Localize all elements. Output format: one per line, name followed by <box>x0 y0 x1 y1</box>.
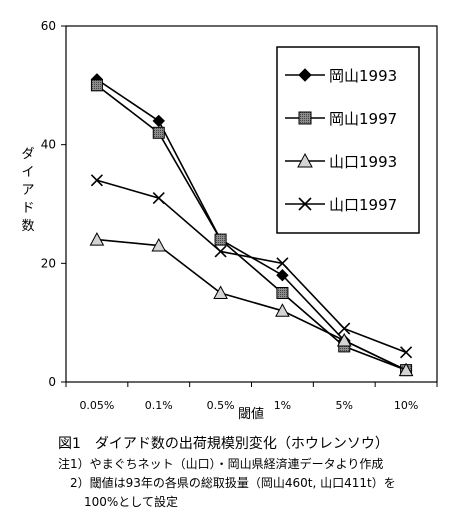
caption-note-3: 100%として設定 <box>84 495 178 509</box>
x-tick-label: 0.5% <box>207 399 235 412</box>
point-marker <box>276 268 289 282</box>
series-line <box>96 238 407 371</box>
series-4 <box>90 174 413 359</box>
point-marker <box>90 174 103 187</box>
point-marker <box>152 126 165 139</box>
point-marker <box>214 233 227 246</box>
point-marker <box>214 245 227 258</box>
x-tick-label: 0.05% <box>79 399 114 412</box>
x-tick-label: 0.1% <box>145 399 173 412</box>
figure-caption: 図1 ダイアド数の出荷規模別変化（ホウレンソウ） <box>58 436 389 452</box>
point-marker <box>398 362 414 377</box>
y-axis: 0 20 40 60 <box>41 19 66 389</box>
caption-note-1: 注1）やまぐちネット（山口）・岡山県経済連データより作成 <box>58 457 384 471</box>
point-marker <box>152 192 165 205</box>
y-tick-label: 20 <box>41 256 56 270</box>
point-marker <box>213 285 228 299</box>
point-marker <box>276 287 289 299</box>
point-marker <box>151 237 167 252</box>
point-marker <box>298 68 312 82</box>
y-tick-label: 0 <box>48 375 56 389</box>
point-marker <box>152 114 165 128</box>
x-tick-label: 10% <box>394 399 418 412</box>
legend-item: 山口1993 <box>285 152 397 171</box>
point-marker <box>338 322 351 335</box>
x-tick-label: 5% <box>336 399 353 412</box>
point-marker <box>336 332 352 347</box>
legend-item: 山口1997 <box>285 196 397 214</box>
x-tick-label: 1% <box>274 399 291 412</box>
legend-item: 岡山1993 <box>285 67 397 85</box>
legend-box <box>276 46 420 234</box>
point-marker <box>297 152 313 168</box>
caption-note-2: 2）閾値は93年の各県の総取扱量（岡山460t, 山口411t）を <box>70 476 396 490</box>
point-marker <box>298 111 312 125</box>
point-marker <box>90 79 103 92</box>
legend: 岡山1993 岡山1997 山口1993 山口1997 <box>276 46 420 234</box>
point-marker <box>275 303 290 317</box>
point-marker <box>400 346 413 359</box>
series-line <box>96 179 407 354</box>
x-axis-label: 閾値 <box>238 406 264 422</box>
legend-item: 岡山1997 <box>285 110 397 128</box>
series-line <box>96 84 407 371</box>
series-3 <box>89 232 414 377</box>
y-tick-label: 60 <box>41 19 56 33</box>
legend-label: 岡山1993 <box>329 67 397 85</box>
legend-label: 山口1997 <box>329 196 397 214</box>
legend-label: 岡山1997 <box>329 110 397 128</box>
point-marker <box>276 257 289 270</box>
y-axis-label: ダイアド数 <box>21 147 34 234</box>
point-marker <box>298 197 312 211</box>
series-layer <box>89 73 414 377</box>
legend-label: 山口1993 <box>329 153 397 171</box>
point-marker <box>89 232 105 246</box>
x-axis: 0.05% 0.1% 0.5% 1% 5% 10% <box>65 382 438 412</box>
y-tick-label: 40 <box>41 138 56 152</box>
